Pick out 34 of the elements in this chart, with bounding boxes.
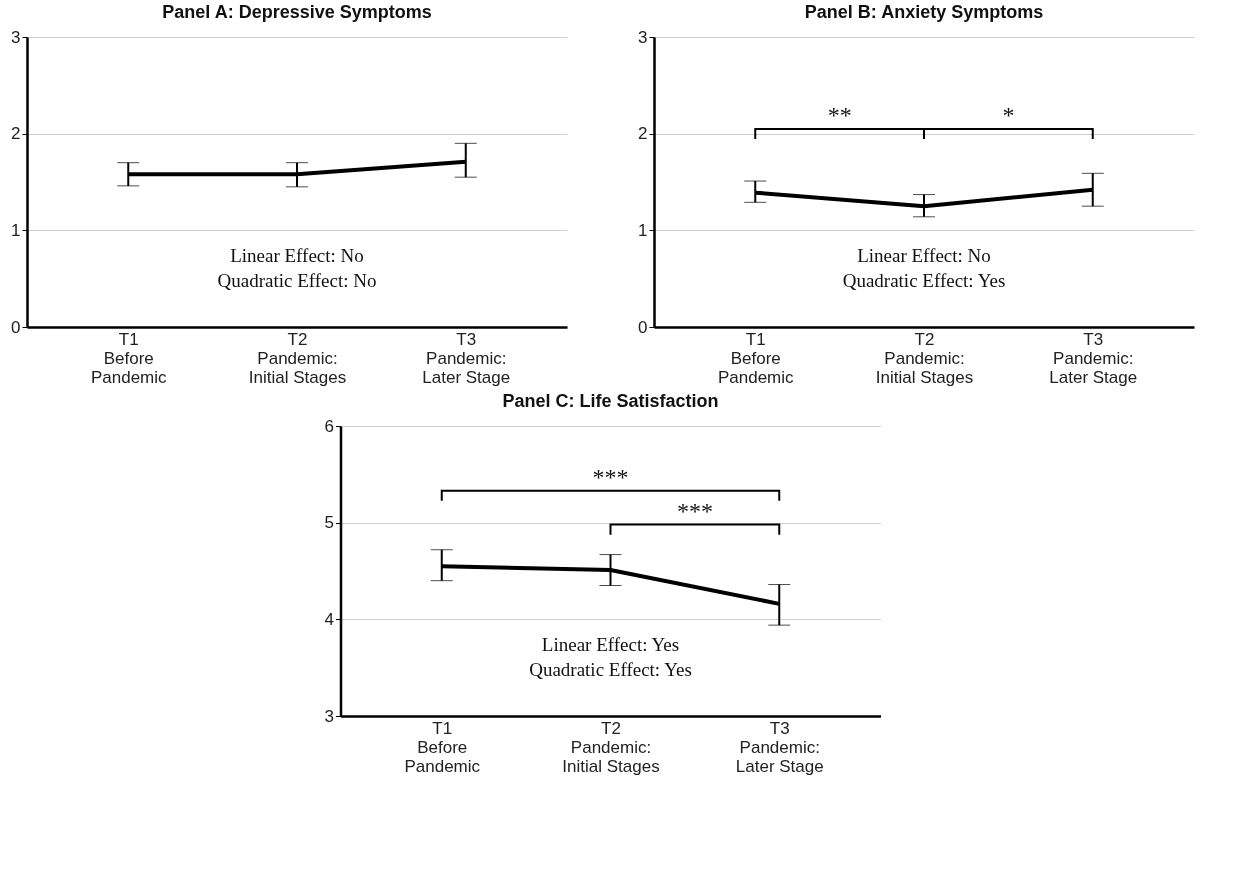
y-tick-label: 2 bbox=[11, 124, 21, 144]
y-tick-label: 6 bbox=[324, 416, 334, 436]
y-tick-label: 3 bbox=[324, 706, 334, 726]
y-tick-label: 3 bbox=[11, 27, 21, 47]
annotation: Quadratic Effect: Yes bbox=[842, 269, 1006, 291]
annotation: *** bbox=[592, 463, 629, 490]
y-tick-label: 0 bbox=[11, 317, 21, 337]
y-tick-label: 1 bbox=[11, 220, 21, 240]
y-tick-label: 4 bbox=[324, 609, 334, 629]
x-tick-label: T2 Pandemic: Initial Stages bbox=[248, 329, 347, 387]
annotation: Linear Effect: Yes bbox=[541, 633, 680, 655]
x-tick-label: T2 Pandemic: Initial Stages bbox=[875, 329, 974, 387]
chart-title: Panel C: Life Satisfaction bbox=[502, 391, 719, 411]
x-tick-label: T2 Pandemic: Initial Stages bbox=[562, 718, 660, 776]
y-tick-label: 2 bbox=[638, 124, 648, 144]
annotation: ** bbox=[827, 101, 852, 128]
annotation: Linear Effect: No bbox=[230, 244, 364, 266]
x-tick-label: T3 Pandemic: Later Stage bbox=[735, 718, 824, 776]
annotation: * bbox=[1002, 101, 1015, 128]
x-tick-label: T3 Pandemic: Later Stage bbox=[1049, 329, 1138, 387]
x-tick-label: T3 Pandemic: Later Stage bbox=[422, 329, 511, 387]
chart-title: Panel A: Depressive Symptoms bbox=[162, 2, 432, 22]
annotation: Quadratic Effect: Yes bbox=[529, 658, 692, 680]
annotation: Quadratic Effect: No bbox=[217, 269, 377, 291]
annotation: Linear Effect: No bbox=[857, 244, 991, 266]
x-tick-label: T1 Before Pandemic bbox=[90, 329, 168, 387]
y-tick-label: 1 bbox=[638, 220, 648, 240]
y-tick-label: 5 bbox=[324, 513, 334, 533]
annotation: *** bbox=[676, 497, 713, 524]
y-tick-label: 3 bbox=[638, 27, 648, 47]
x-tick-label: T1 Before Pandemic bbox=[717, 329, 795, 387]
x-tick-label: T1 Before Pandemic bbox=[404, 718, 481, 776]
y-tick-label: 0 bbox=[638, 317, 648, 337]
chart-title: Panel B: Anxiety Symptoms bbox=[804, 2, 1044, 22]
